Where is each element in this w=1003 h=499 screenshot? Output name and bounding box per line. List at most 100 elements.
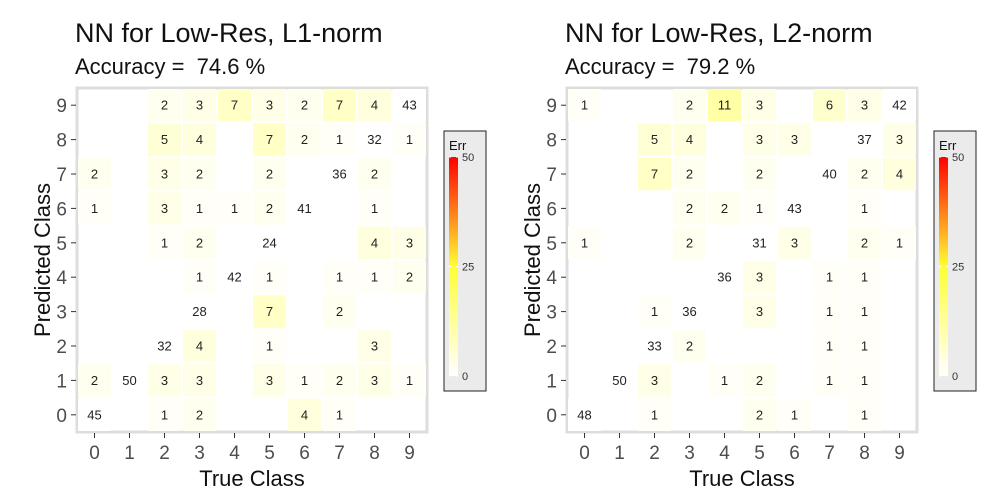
y-axis-title: Predicted Class	[30, 183, 55, 337]
cell-value-label: 2	[686, 98, 693, 113]
heatmap-cell	[708, 192, 741, 225]
heatmap-cell	[638, 398, 671, 431]
cell-value-label: 2	[756, 373, 763, 388]
cell-value-label: 1	[581, 98, 588, 113]
x-axis-title: True Class	[199, 466, 305, 491]
heatmap-cell	[323, 364, 356, 397]
heatmap-cell	[358, 329, 391, 363]
heatmap-cell	[673, 89, 706, 122]
cell-value-label: 2	[336, 304, 343, 319]
cell-value-label: 2	[196, 407, 203, 422]
cell-value-label: 45	[87, 407, 101, 422]
cell-value-label: 50	[122, 373, 136, 388]
heatmap-cell	[673, 192, 706, 225]
cell-value-label: 4	[196, 339, 203, 354]
cell-value-label: 3	[196, 98, 203, 113]
x-tick-label: 2	[649, 443, 660, 464]
cell-value-label: 1	[651, 304, 658, 319]
cell-value-label: 32	[367, 132, 381, 147]
x-tick-label: 5	[264, 443, 275, 464]
heatmap-cell	[393, 364, 426, 397]
heatmap-cell	[568, 226, 601, 259]
heatmap-cell	[358, 364, 391, 397]
cell-value-label: 2	[196, 235, 203, 250]
y-tick-label: 9	[546, 96, 557, 117]
cell-value-label: 7	[651, 167, 658, 182]
heatmap-cell	[673, 157, 706, 191]
heatmap-cell	[183, 192, 216, 225]
heatmap-cell	[393, 123, 426, 156]
heatmap-cell	[708, 89, 741, 122]
heatmap-cell	[183, 329, 216, 363]
heatmap-cell	[568, 398, 601, 431]
legend-colorbar	[939, 157, 948, 376]
cell-value-label: 1	[861, 339, 868, 354]
cell-value-label: 1	[336, 132, 343, 147]
heatmap-cell	[183, 157, 216, 191]
cell-value-label: 2	[406, 270, 413, 285]
heatmap-cell	[603, 364, 636, 397]
heatmap-cell	[393, 89, 426, 122]
y-tick-label: 4	[546, 268, 557, 289]
cell-value-label: 1	[826, 304, 833, 319]
cell-value-label: 5	[651, 132, 658, 147]
heatmap-cell	[848, 157, 881, 191]
heatmap-cell	[848, 226, 881, 259]
legend-colorbar	[449, 157, 458, 376]
x-tick-label: 6	[789, 443, 800, 464]
cell-value-label: 1	[91, 201, 98, 216]
cell-value-label: 40	[822, 167, 836, 182]
chart-title: NN for Low-Res, L2-norm	[565, 18, 873, 48]
cell-value-label: 42	[227, 270, 241, 285]
cell-value-label: 1	[161, 235, 168, 250]
cell-value-label: 36	[332, 167, 346, 182]
heatmap-cell	[638, 295, 671, 328]
cell-value-label: 1	[196, 201, 203, 216]
cell-value-label: 3	[161, 201, 168, 216]
cell-value-label: 2	[756, 167, 763, 182]
heatmap-cell	[148, 329, 181, 363]
cell-value-label: 3	[161, 167, 168, 182]
cell-value-label: 7	[231, 98, 238, 113]
cell-value-label: 1	[371, 201, 378, 216]
y-tick-label: 3	[546, 303, 557, 324]
x-tick-label: 6	[299, 443, 310, 464]
cell-value-label: 1	[161, 407, 168, 422]
heatmap-cell	[883, 226, 916, 259]
x-tick-label: 4	[229, 443, 240, 464]
heatmap-cell	[358, 261, 391, 294]
x-tick-label: 7	[824, 443, 835, 464]
heatmap-cell	[253, 329, 286, 363]
cell-value-label: 2	[196, 167, 203, 182]
cell-value-label: 1	[826, 339, 833, 354]
heatmap-cell	[638, 364, 671, 397]
heatmap-cell	[78, 157, 111, 191]
heatmap-cell	[638, 157, 671, 191]
heatmap-cell	[813, 329, 846, 363]
cell-value-label: 1	[406, 132, 413, 147]
x-tick-label: 9	[894, 443, 905, 464]
heatmap-cell	[743, 123, 776, 156]
x-tick-label: 7	[334, 443, 345, 464]
x-tick-label: 3	[194, 443, 205, 464]
heatmap-cell	[848, 192, 881, 225]
chart-panel-l2: NN for Low-Res, L2-norm Accuracy = 79.2 …	[490, 0, 990, 499]
heatmap-cell	[778, 123, 811, 156]
y-tick-label: 5	[546, 234, 557, 255]
heatmap-cell	[848, 295, 881, 328]
cell-value-label: 1	[301, 373, 308, 388]
heatmap-cell	[848, 329, 881, 363]
heatmap-cell	[183, 295, 216, 328]
heatmap-cell	[358, 123, 391, 156]
cell-value-label: 4	[371, 98, 378, 113]
y-tick-label: 8	[546, 131, 557, 152]
y-tick-label: 2	[546, 337, 557, 358]
legend-tick-label: 50	[952, 152, 964, 164]
cell-value-label: 5	[161, 132, 168, 147]
cell-value-label: 3	[266, 98, 273, 113]
heatmap-cell	[323, 157, 356, 191]
heatmap-cell	[358, 157, 391, 191]
heatmap-cell	[673, 329, 706, 363]
y-tick-label: 6	[546, 199, 557, 220]
heatmap-cell	[743, 226, 776, 259]
